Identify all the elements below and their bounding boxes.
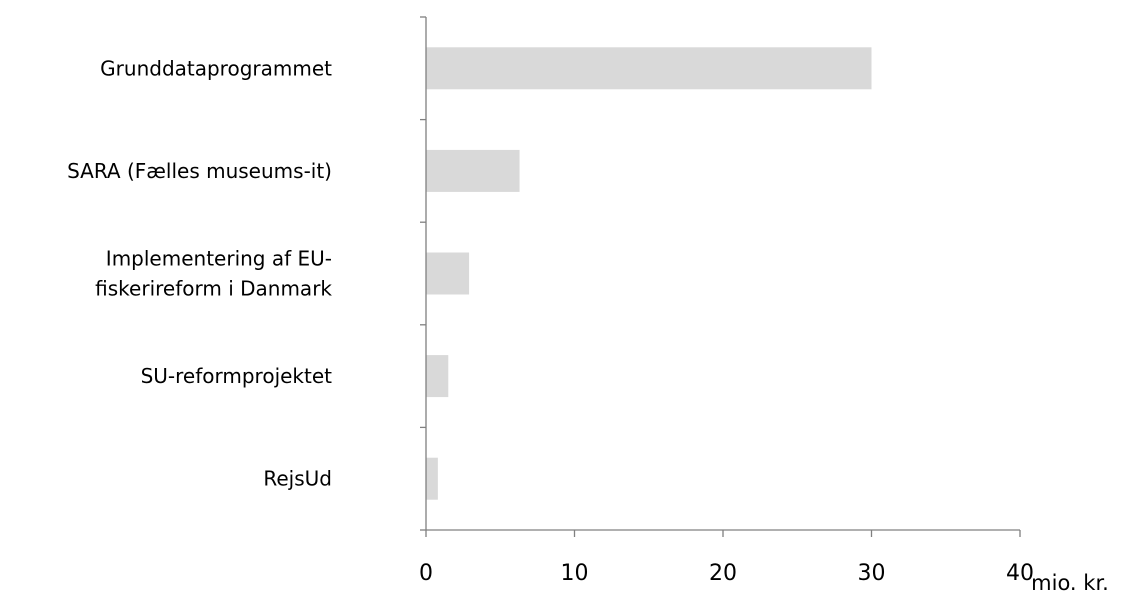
category-label: Grunddataprogrammet	[100, 56, 332, 80]
x-tick-label: 20	[709, 561, 737, 586]
x-tick-label: 0	[419, 561, 433, 586]
labels-group: 0 10 20 30 40 Grunddataprogrammet SARA (Fælles…	[67, 56, 1034, 586]
category-label: RejsUd	[263, 467, 332, 491]
bar-0	[426, 47, 872, 90]
category-label: Implementering af EU-fiskerireform i Dan…	[95, 247, 332, 301]
bar-3	[426, 355, 449, 398]
axes-group	[420, 16, 1021, 537]
x-tick-label: 10	[561, 561, 589, 586]
category-label: SU-reformprojektet	[141, 364, 333, 388]
bars-group	[426, 47, 872, 500]
x-axis-unit-label: mio. kr.	[1031, 571, 1109, 595]
bar-2	[426, 252, 470, 295]
bar-4	[426, 457, 438, 500]
x-tick-label: 30	[858, 561, 886, 586]
category-label: SARA (Fælles museums-it)	[67, 159, 332, 183]
bar-1	[426, 149, 520, 192]
x-tick-label: 40	[1006, 561, 1034, 586]
